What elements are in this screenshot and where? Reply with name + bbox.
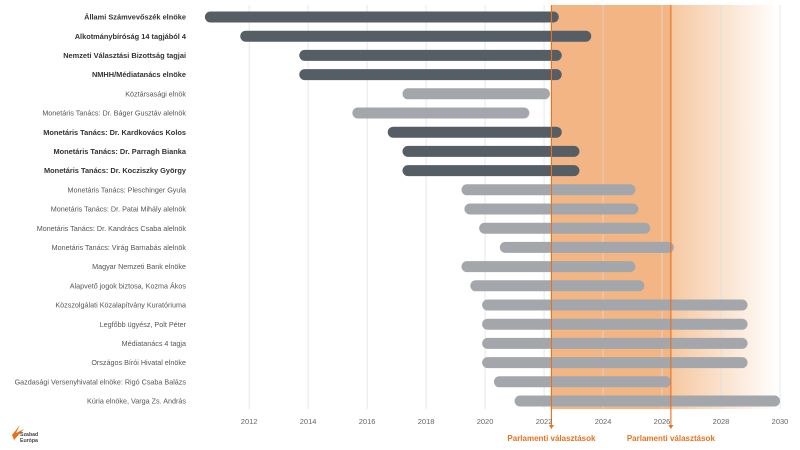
logo: Szabad Európa [12,425,38,444]
tenure-bar [402,165,580,177]
tenure-bar [514,395,780,407]
x-tick-label: 2028 [713,417,730,426]
tenure-bar [479,222,651,234]
election-label: Parlamenti választások [507,434,596,443]
row-label: Médiatanács 4 tagja [122,339,186,348]
x-tick-label: 2022 [536,417,553,426]
logo-text-line2: Európa [20,438,38,444]
row-label: Alapvető jogok biztosa, Kozma Ákos [70,281,187,290]
tenure-bar [204,11,559,23]
row-label: Monetáris Tanács: Dr. Báger Gusztáv alel… [42,109,186,118]
tenure-bar [402,88,550,100]
election-label: Parlamenti választások [627,434,716,443]
tenure-bar [387,126,562,138]
x-tick-label: 2012 [241,417,258,426]
row-label: Köztársasági elnök [125,89,186,98]
row-label: Magyar Nemzeti Bank elnöke [92,262,186,271]
tenure-bar [299,49,562,61]
tenure-bar [402,145,580,157]
tenure-bar [493,376,671,388]
x-tick-label: 2018 [418,417,435,426]
x-tick-label: 2024 [595,417,612,426]
election-arrow-icon [668,425,674,429]
row-label: Gazdasági Versenyhivatal elnöke: Rigó Cs… [15,377,187,386]
row-label: Monetáris Tanács: Pleschinger Gyula [67,185,186,194]
row-label: Monetáris Tanács: Virág Barnabás alelnök [52,243,187,252]
row-label: Monetáris Tanács: Dr. Patai Mihály aleln… [51,205,187,214]
row-label: Országos Bírói Hivatal elnöke [91,358,186,367]
row-label: Állami Számvevőszék elnöke [84,13,186,22]
row-label: Legfőbb ügyész, Polt Péter [100,320,187,329]
tenure-bar [482,318,748,330]
tenure-bar [470,280,645,292]
tenure-bar [352,107,530,119]
row-label: Alkotmánybíróság 14 tagjából 4 [75,32,187,41]
row-label: Kúria elnöke, Varga Zs. András [87,397,186,406]
x-tick-label: 2026 [654,417,671,426]
row-label: NMHH/Médiatanács elnöke [92,70,186,79]
tenure-bar [240,30,592,42]
row-label: Nemzeti Választási Bizottság tagjai [63,51,186,60]
tenure-bar [482,299,748,311]
row-label: Monetáris Tanács: Dr. Kardkovács Kolos [43,128,186,137]
tenure-bar [499,241,674,253]
row-label: Monetáris Tanács: Dr. Parragh Bianka [53,147,186,156]
logo-text-line1: Szabad [20,432,38,438]
tenure-bar [461,261,636,273]
row-label: Monetáris Tanács: Dr. Kocziszky György [44,166,187,175]
row-label: Közszolgálati Közalapítvány Kuratóriuma [55,301,186,310]
x-tick-label: 2030 [772,417,789,426]
x-tick-label: 2020 [477,417,494,426]
election-arrow-icon [548,425,554,429]
row-label: Monetáris Tanács: Dr. Kandrács Csaba ale… [37,224,187,233]
logo-mark-icon [12,425,24,440]
tenure-bar [482,357,748,369]
x-tick-label: 2016 [359,417,376,426]
tenure-bar [482,337,748,349]
x-tick-label: 2014 [300,417,317,426]
tenure-bar [461,184,636,196]
tenure-bar [299,69,562,81]
